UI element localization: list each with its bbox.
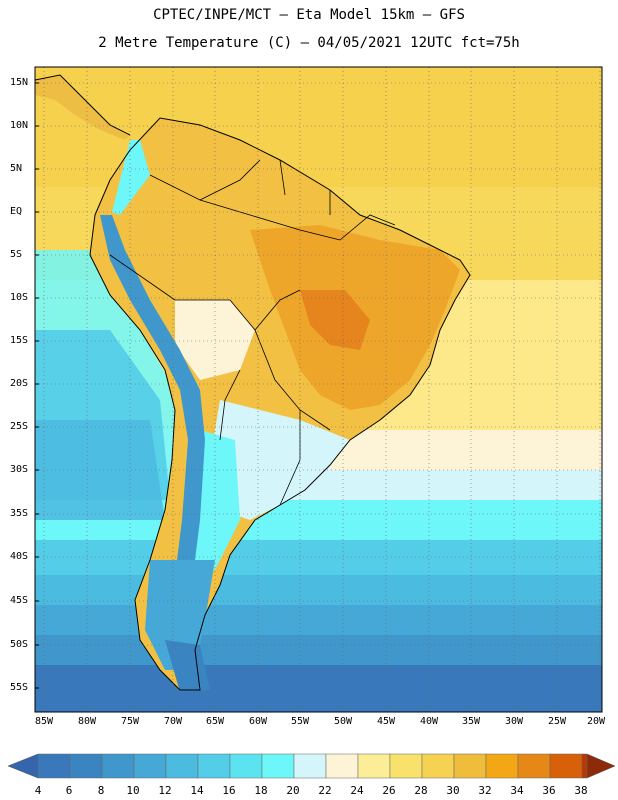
lat-label: 15N [10,77,29,88]
lat-label: 30S [10,464,29,475]
lon-label: 35W [461,716,481,727]
northern-andes-cool [112,140,150,215]
central-america-landmass [35,75,130,140]
colorbar-cell [549,753,583,779]
colorbar [7,753,616,779]
colorbar-label: 20 [286,784,300,797]
colorbar-cell [165,753,199,779]
pacific-coolest-tongue [35,420,165,520]
lat-label: 5S [10,249,23,260]
colorbar-label: 34 [510,784,524,797]
colorbar-label: 10 [126,784,140,797]
south-america-coastline [89,117,471,691]
lat-label: 15S [10,335,29,346]
band-14-16 [35,540,602,575]
colorbar-cell [101,753,135,779]
lat-label: 20S [10,378,29,389]
colorbar-cell [581,753,588,779]
colorbar-label: 6 [65,784,73,797]
lon-label: 55W [290,716,310,727]
band-4-8 [35,665,602,712]
band-8-10 [35,635,602,665]
colorbar-right-arrow [586,753,616,779]
lon-label: 40W [419,716,439,727]
lon-label: 30W [504,716,524,727]
lon-label: 50W [333,716,353,727]
axis-ticks [35,82,39,689]
colorbar-label: 36 [542,784,556,797]
band-10-12 [35,605,602,635]
lon-label: 60W [248,716,268,727]
colorbar-cell [69,753,103,779]
lat-label: 50S [10,639,29,650]
colorbar-label: 16 [222,784,236,797]
colorbar-cell [197,753,231,779]
argentina-cool-region [210,400,350,520]
colorbar-cell [389,753,423,779]
colorbar-label: 28 [414,784,428,797]
colorbar-label: 24 [350,784,364,797]
colorbar-cell [357,753,391,779]
colorbar-cell [485,753,519,779]
lat-label: 45S [10,595,29,606]
title-line-1: CPTEC/INPE/MCT – Eta Model 15km – GFS [153,7,465,23]
central-america-coastline [35,74,131,136]
colorbar-cell [293,753,327,779]
colorbar-cell [133,753,167,779]
lat-label: 35S [10,508,29,519]
andes-cold-ridge [100,215,205,660]
lat-label: 5N [10,163,23,174]
lon-label: 80W [77,716,97,727]
lon-label: 75W [120,716,140,727]
country-borders [109,159,396,506]
colorbar-cell [453,753,487,779]
lon-label: 65W [205,716,225,727]
colorbar-label: 14 [190,784,204,797]
lon-label: 20W [586,716,606,727]
lat-label: 10S [10,292,29,303]
central-brazil-hottest [300,290,370,350]
colorbar-cell [229,753,263,779]
colorbar-cell [37,753,71,779]
graticule [35,67,602,712]
colorbar-label: 26 [382,784,396,797]
colorbar-label: 4 [34,784,42,797]
colorbar-label: 22 [318,784,332,797]
colorbar-left-arrow [7,753,39,779]
lat-label: 40S [10,551,29,562]
colorbar-label: 8 [97,784,105,797]
lat-label: 25S [10,421,29,432]
colorbar-label: 32 [478,784,492,797]
title-line-2: 2 Metre Temperature (C) – 04/05/2021 12U… [98,35,520,51]
colorbar-cell [517,753,551,779]
lat-label: 55S [10,682,29,693]
colorbar-cell [261,753,295,779]
colorbar-label: 12 [158,784,172,797]
lon-label: 85W [34,716,54,727]
lon-label: 70W [163,716,183,727]
colorbar-cell [421,753,455,779]
lat-label: EQ [10,206,23,217]
colorbar-cell [325,753,359,779]
map-frame [34,66,603,713]
colorbar-label: 38 [574,784,588,797]
lat-label: 10N [10,120,29,131]
lon-label: 25W [547,716,567,727]
lon-label: 45W [376,716,396,727]
colorbar-label: 30 [446,784,460,797]
colorbar-label: 18 [254,784,268,797]
band-12-14 [35,575,602,605]
